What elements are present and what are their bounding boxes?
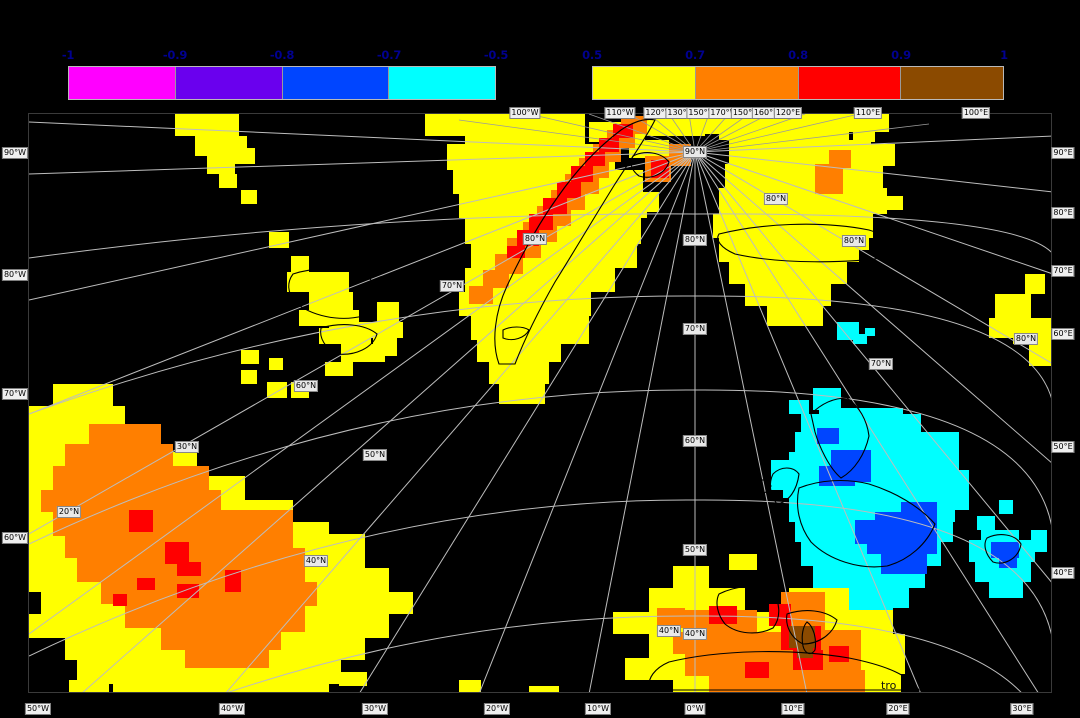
lat-label-20N-west: 20°N [56,506,82,518]
lat-label-30N-west: 30°N [174,441,200,453]
lat-label-90N-pole: 90°N [682,146,708,158]
lat-label-50N-west: 50°N [362,449,388,461]
neg-tick-0: -1 [61,48,75,62]
lat-label-40N: 40°N [682,628,708,640]
lon-label-top-100E: 100°E [961,107,991,119]
lat-label-60N-west: 60°N [293,380,319,392]
lon-label-top-100W: 100°W [509,107,541,119]
lon-label-bottom-20W: 20°W [483,703,511,715]
lon-label-bottom-0W: 0°W [684,703,706,715]
neg-tick-4: -0.5 [483,48,509,62]
polar-stereographic-map: 90°N 80°N 70°N 60°N 50°N 40°N 50°N 60°N … [28,113,1052,693]
lon-label-bottom-50W: 50°W [24,703,52,715]
pos-tick-4: 1 [1000,48,1008,62]
negative-colorbar-ticks: -1 -0.9 -0.8 -0.7 -0.5 [62,48,509,66]
lon-label-left-70W: 70°W [1,388,29,400]
neg-tick-2: -0.8 [269,48,295,62]
coastlines [288,118,1022,691]
lon-label-top-110E: 110°E [853,107,883,119]
neg-swatch-magenta [69,67,176,99]
lon-label-bottom-10E: 10°E [781,703,805,715]
positive-colorbar-swatches [592,66,1004,100]
lon-label-right-80E: 80°E [1051,207,1075,219]
lat-label-80N-east3: 80°N [1013,333,1039,345]
pos-swatch-brown [901,67,1003,99]
lon-label-bottom-30W: 30°W [361,703,389,715]
graticule [29,114,1051,692]
lat-label-70N-east: 70°N [868,358,894,370]
data-field [29,114,1051,692]
region-canadian-arctic-yellow [175,114,403,398]
lon-label-right-70E: 70°E [1051,265,1075,277]
region-ural-yellow [853,126,1051,366]
lat-label-80N-west: 80°N [522,233,548,245]
lat-label-70N-west: 70°N [439,280,465,292]
lon-label-right-40E: 40°E [1051,567,1075,579]
neg-tick-3: -0.7 [376,48,402,62]
lon-label-top-160E: 160°E [751,107,781,119]
lat-label-80N-east: 80°N [763,193,789,205]
lon-label-bottom-40W: 40°W [218,703,246,715]
pos-swatch-red [798,67,902,99]
region-siberia-orange [815,150,851,194]
negative-correlation-colorbar: -1 -0.9 -0.8 -0.7 -0.5 [62,48,509,100]
positive-correlation-colorbar: 0.5 0.7 0.8 0.9 1 [582,48,1008,100]
pos-tick-1: 0.7 [685,48,705,62]
map-canvas [29,114,1051,692]
pos-swatch-yellow [593,67,696,99]
lat-label-80N: 80°N [682,234,708,246]
neg-swatch-blue [282,67,390,99]
lon-label-top-120E: 120°E [773,107,803,119]
lon-label-bottom-10W: 10°W [584,703,612,715]
lat-label-80N-east2: 80°N [841,235,867,247]
neg-swatch-cyan [389,67,495,99]
lon-label-bottom-30E: 30°E [1010,703,1034,715]
lon-label-left-90W: 90°W [1,147,29,159]
lon-label-left-80W: 80°W [1,269,29,281]
lon-label-right-90E: 90°E [1051,147,1075,159]
pos-swatch-orange [695,67,799,99]
pos-tick-3: 0.9 [891,48,911,62]
positive-colorbar-ticks: 0.5 0.7 0.8 0.9 1 [582,48,1008,66]
lat-label-40N-east: 40°N [656,625,682,637]
neg-swatch-violet [175,67,283,99]
lon-label-bottom-20E: 20°E [886,703,910,715]
lon-label-right-50E: 50°E [1051,441,1075,453]
lon-label-top-110W: 110°W [604,107,636,119]
lat-label-40N-west: 40°N [303,555,329,567]
lat-label-60N: 60°N [682,435,708,447]
region-siberia-yellow [679,114,895,326]
pos-tick-2: 0.8 [788,48,808,62]
lon-label-right-60E: 60°E [1051,328,1075,340]
lon-label-left-60W: 60°W [1,532,29,544]
region-caspian-blue [991,542,1019,568]
neg-tick-1: -0.9 [162,48,188,62]
region-bottom-specks [69,672,559,692]
pos-tick-0: 0.5 [582,48,602,62]
negative-colorbar-swatches [68,66,496,100]
partial-label-text: tro [881,679,897,692]
lat-label-70N: 70°N [682,323,708,335]
lat-label-50N: 50°N [682,544,708,556]
